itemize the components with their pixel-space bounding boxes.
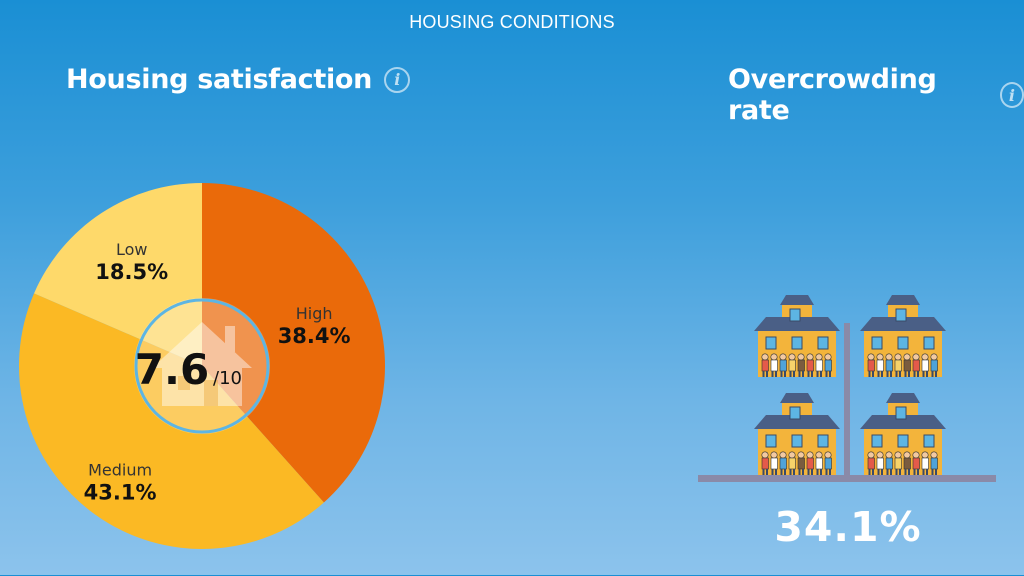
slice-value-low: 18.5% bbox=[95, 260, 168, 284]
overcrowding-title: Overcrowding rate bbox=[728, 64, 937, 126]
info-icon[interactable]: i bbox=[999, 82, 1024, 108]
slice-label-medium: Medium bbox=[88, 461, 152, 480]
slice-label-low: Low bbox=[116, 240, 148, 259]
crowded-houses-icon bbox=[698, 295, 996, 482]
pie-slice-high[interactable] bbox=[202, 183, 385, 503]
house-window-icon bbox=[178, 376, 218, 406]
overcrowding-value: 34.1% bbox=[774, 503, 922, 551]
info-icon[interactable]: i bbox=[384, 66, 411, 93]
house-bottom-left bbox=[754, 393, 840, 475]
slice-value-medium: 43.1% bbox=[84, 481, 157, 505]
divider-bar bbox=[844, 323, 850, 481]
house-bottom-right bbox=[860, 393, 946, 475]
score-badge: 7.6 /10 bbox=[134, 298, 270, 434]
housing-satisfaction-title: Housing satisfaction bbox=[66, 64, 373, 95]
housing-satisfaction-heading: Housing satisfaction i bbox=[66, 64, 411, 95]
house-top-left bbox=[754, 295, 840, 377]
overcrowding-heading: Overcrowding rate i bbox=[728, 64, 1024, 126]
slice-label-high: High bbox=[296, 304, 333, 323]
pie-slice-medium[interactable] bbox=[19, 293, 324, 549]
pie-slice-low[interactable] bbox=[34, 183, 202, 366]
house-top-right bbox=[860, 295, 946, 377]
satisfaction-score-suffix: /10 bbox=[213, 368, 242, 389]
slice-value-high: 38.4% bbox=[278, 324, 351, 348]
house-icon bbox=[152, 322, 252, 406]
section-title: HOUSING CONDITIONS bbox=[409, 12, 615, 32]
satisfaction-score: 7.6 bbox=[135, 345, 209, 394]
